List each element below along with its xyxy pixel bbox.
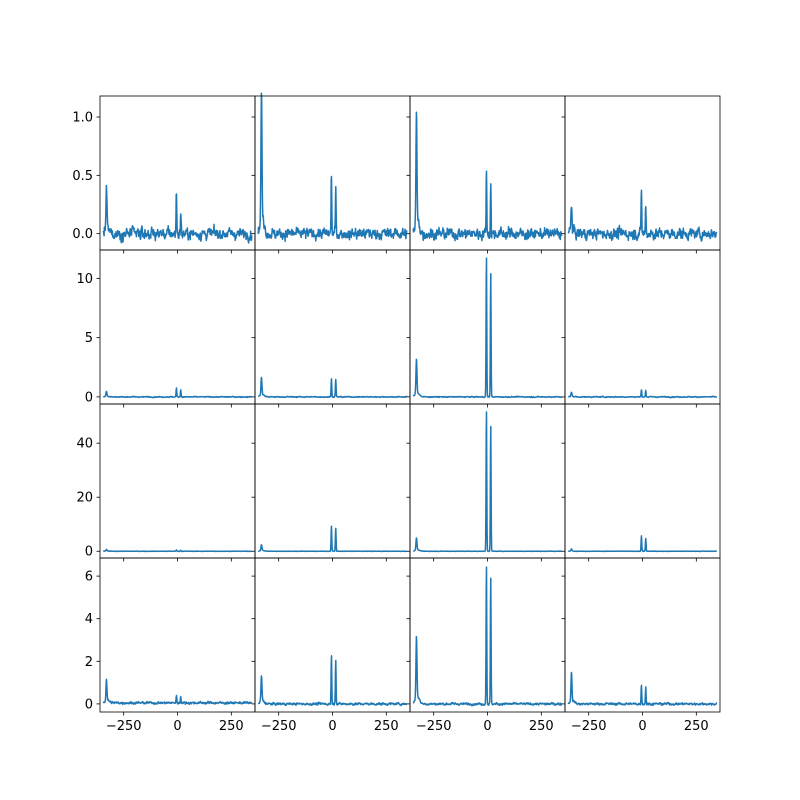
series-line [412,566,563,707]
x-tick-label: −250 [416,719,452,734]
subplot-r4-c3: −250 0 250 [406,557,566,734]
y-tick-label: 10 [76,272,93,287]
y-tick-label: 20 [76,491,93,506]
series-line [567,389,718,399]
series-line [567,189,718,242]
subplot-r4-c4: −250 0 250 [561,557,721,734]
subplot-r3-c1: 0 20 40 [76,403,256,562]
x-tick-label: −250 [571,719,607,734]
y-tick-label: 1.0 [72,111,93,126]
y-tick-label: 6 [85,570,93,585]
series-line [257,92,408,243]
x-tick-label: 250 [219,719,244,734]
x-tick-label: 0 [638,719,646,734]
y-tick-label: 0 [85,390,93,405]
y-tick-label: 0 [85,545,93,560]
y-tick-label: 40 [76,437,93,452]
x-tick-label: 250 [684,719,709,734]
y-tick-label: 0 [85,697,93,712]
x-tick-label: 0 [173,719,181,734]
x-tick-label: 250 [529,719,554,734]
series-line [412,411,563,553]
x-tick-label: 0 [483,719,491,734]
series-line [567,535,718,553]
series-line [102,678,253,706]
y-tick-label: 0.0 [72,227,93,242]
series-line [412,257,563,399]
series-line [412,111,563,242]
subplot-r2-c1: 0 5 10 [76,249,256,408]
x-tick-label: −250 [261,719,297,734]
x-tick-label: 0 [328,719,336,734]
series-line [257,655,408,707]
x-tick-label: −250 [106,719,142,734]
series-line [102,184,253,244]
series-line [102,548,253,553]
series-line [257,376,408,399]
series-line [257,525,408,553]
series-line [102,387,253,399]
y-tick-label: 5 [85,331,93,346]
y-tick-label: 4 [85,612,93,627]
subplot-r4-c1: 0 2 4 6 −250 0 250 [85,557,256,734]
x-tick-label: 250 [374,719,399,734]
series-line [567,671,718,707]
y-tick-label: 0.5 [72,169,93,184]
y-tick-label: 2 [85,655,93,670]
